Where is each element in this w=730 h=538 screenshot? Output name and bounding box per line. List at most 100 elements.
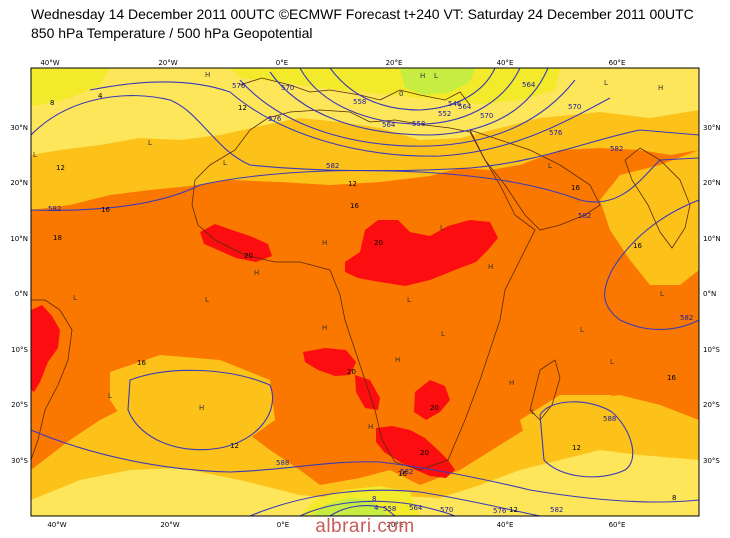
high-marker: H: [205, 71, 210, 79]
high-marker: H: [254, 269, 259, 277]
geopotential-label: 582: [578, 212, 591, 220]
lat-label-left: 30°S: [11, 457, 28, 465]
z500-contour-576: [31, 95, 699, 172]
temperature-label: 16: [137, 359, 146, 367]
chart-subtitle: 850 hPa Temperature / 500 hPa Geopotenti…: [31, 25, 313, 41]
map-frame: [30, 67, 700, 517]
temperature-label: 8: [672, 494, 676, 502]
temp-band-4-8-north: [230, 68, 560, 104]
low-marker: L: [33, 151, 37, 159]
temperature-label: 20: [244, 252, 253, 260]
lat-label-right: 20°S: [703, 401, 720, 409]
geopotential-label: 558: [383, 505, 396, 513]
temperature-labels: 8 12 4 12 12 16 18 20 20 16 20 16 16 12 …: [50, 92, 676, 514]
low-marker: L: [407, 296, 411, 304]
temp-band-gt-20-kalahari: [355, 375, 380, 410]
temperature-label: 12: [572, 444, 581, 452]
high-marker: H: [322, 239, 327, 247]
lon-label-top: 20°W: [158, 59, 177, 67]
temperature-label: 16: [633, 242, 642, 250]
low-marker: L: [548, 162, 552, 170]
lon-label-bottom: 60°E: [609, 521, 626, 529]
temperature-label: 12: [348, 180, 357, 188]
temp-band-gt-20-sahel-west: [200, 224, 272, 262]
coastline-arabia: [469, 129, 601, 231]
lat-label-right: 20°N: [703, 179, 721, 187]
geopotential-labels: 570 576 564 558 582 576 570 564 582 582 …: [48, 81, 693, 515]
high-marker: H: [322, 324, 327, 332]
z500-contour-588-east: [604, 199, 699, 330]
low-marker: L: [610, 358, 614, 366]
lat-label-right: 30°N: [703, 124, 721, 132]
geopotential-label: 564: [458, 103, 472, 111]
temperature-label: 20: [374, 239, 383, 247]
geopotential-label: 558: [353, 98, 366, 106]
lon-label-bottom: 20°W: [160, 521, 179, 529]
lon-label-bottom: 40°W: [47, 521, 66, 529]
temperature-label: 16: [350, 202, 359, 210]
geopotential-label: 576: [232, 82, 246, 90]
lat-label-left: 10°S: [11, 346, 28, 354]
lat-label-right: 30°S: [703, 457, 720, 465]
geopotential-label: 0: [399, 90, 403, 98]
geopotential-label: 4: [374, 504, 379, 512]
lon-label-bottom: 0°E: [277, 521, 289, 529]
geopotential-label: 546: [448, 100, 462, 108]
latitude-labels-left: 30°N 20°N 10°N 0°N 10°S 20°S 30°S: [10, 124, 28, 465]
geopotential-label: 582: [48, 205, 61, 213]
coastline-india: [624, 147, 691, 249]
temp-band-gt-20-angola: [303, 348, 356, 376]
z500-contour-570: [89, 81, 611, 157]
temperature-label: 20: [420, 449, 429, 457]
temperature-label: 16: [667, 374, 676, 382]
lat-label-left: 20°S: [11, 401, 28, 409]
temperature-label: 20: [347, 368, 356, 376]
low-marker: L: [660, 290, 664, 298]
lat-label-right: 10°N: [703, 235, 721, 243]
longitude-labels-top: 40°W 20°W 0°E 20°E 40°E 60°E: [40, 59, 625, 67]
z500-contour-546: [329, 68, 496, 111]
temperature-label: 16: [101, 206, 110, 214]
z500-contour-582: [31, 157, 699, 211]
temperature-label: 20: [430, 404, 439, 412]
temperature-label: 12: [509, 506, 518, 514]
temp-band-8-12-south: [31, 450, 699, 516]
temp-band-12-16-southwest: [110, 355, 275, 450]
temp-band-lt-0-north: [400, 68, 475, 95]
site-watermark: albrari.com: [315, 516, 415, 537]
high-marker: H: [199, 404, 204, 412]
z500-contour-564-south: [299, 500, 456, 516]
temperature-label: 16: [571, 184, 580, 192]
lat-label-left: 10°N: [10, 235, 28, 243]
low-marker: L: [440, 224, 444, 232]
geopotential-label: 570: [281, 84, 294, 92]
temperature-field: [31, 68, 699, 516]
lon-label-top: 20°E: [386, 59, 403, 67]
geopotential-label: 576: [549, 129, 563, 137]
geopotential-label: 588: [276, 459, 289, 467]
low-marker: L: [223, 159, 227, 167]
z500-contour-564: [239, 79, 576, 147]
lon-label-top: 0°E: [276, 59, 288, 67]
z500-contour-552-south: [329, 505, 396, 516]
high-marker: H: [488, 263, 493, 271]
high-marker: H: [509, 379, 514, 387]
temp-band-gt-20-sahel-east: [345, 220, 498, 286]
latitude-labels-right: 30°N 20°N 10°N 0°N 10°S 20°S 30°S: [703, 124, 721, 465]
low-marker: L: [148, 139, 152, 147]
lon-label-top: 40°E: [497, 59, 514, 67]
geopotential-label: 564: [382, 121, 396, 129]
z500-contour-588-sw: [127, 369, 274, 451]
low-marker: L: [604, 79, 608, 87]
lon-label-bottom: 20°E: [387, 521, 404, 529]
longitude-labels-bottom: 40°W 20°W 0°E 20°E 40°E 60°E: [47, 521, 625, 529]
temp-band-4-8-nw: [31, 68, 110, 106]
z500-contour-576-south: [249, 489, 541, 516]
low-marker: L: [434, 72, 438, 80]
geopotential-label: 570: [480, 112, 493, 120]
geopotential-label: 558: [412, 120, 425, 128]
lat-label-left: 0°N: [15, 290, 28, 298]
temperature-label: 8: [50, 99, 54, 107]
temp-band-gt-20-south-africa: [376, 426, 455, 478]
